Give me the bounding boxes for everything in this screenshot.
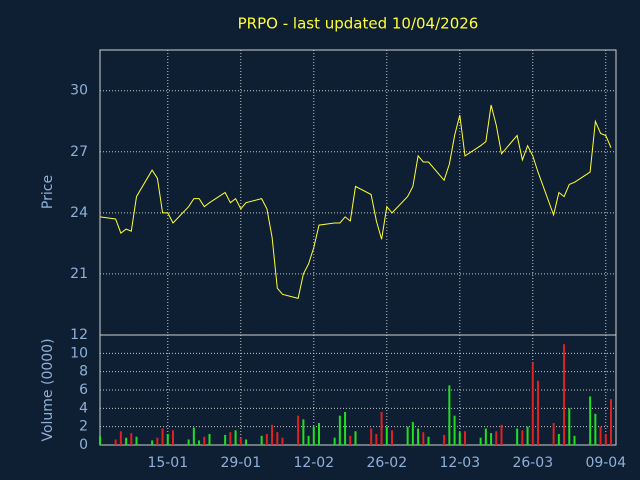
volume-bar [234,430,237,445]
volume-bar [458,432,461,445]
y-tick-label: 21 [70,266,88,282]
y-tick-label: 10 [70,345,88,361]
volume-bar [589,396,592,445]
volume-bar [125,437,128,445]
x-tick-label: 29-01 [220,455,261,471]
volume-bar [114,439,117,445]
volume-bar [208,434,211,445]
volume-bar [563,344,566,445]
volume-bar [443,434,446,445]
x-tick-label: 26-03 [512,455,553,471]
x-tick-label: 12-02 [293,455,334,471]
volume-bar [344,412,347,445]
volume-bar [281,437,284,445]
volume-bar [338,415,341,445]
chart-title: PRPO - last updated 10/04/2026 [238,15,479,33]
volume-bar [484,428,487,445]
volume-bar [422,432,425,445]
volume-bar [599,426,602,445]
volume-bar [391,430,393,445]
y-tick-label: 27 [70,144,88,160]
volume-bar [333,437,336,445]
volume-bar [354,431,357,445]
volume-bar [130,433,133,445]
volume-bar [239,437,242,445]
volume-bar [417,428,420,445]
x-tick-label: 26-02 [366,455,407,471]
price-line [99,104,612,300]
volume-bar [490,433,493,445]
volume-bar [265,434,268,445]
volume-bar [203,436,206,445]
volume-bar [385,426,388,445]
volume-bar [406,426,409,445]
volume-bar [552,423,555,445]
volume-bar [99,435,101,445]
volume-bar [349,435,352,445]
volume-bar [380,412,383,445]
volume-bar [198,440,201,445]
volume-bar [479,437,482,445]
volume-bar [610,399,612,445]
volume-bar [312,426,315,445]
volume-bar [135,436,138,445]
volume-bar [411,422,414,445]
volume-bar [375,434,378,445]
volume-bar [245,439,247,445]
volume-bar [573,435,576,445]
y-tick-label: 12 [70,327,88,343]
volume-bar [172,430,174,445]
x-tick-label: 09-04 [585,455,626,471]
volume-bar [537,380,539,445]
volume-bar [495,431,498,445]
volume-bar [161,428,164,445]
y-tick-label: 4 [79,400,88,416]
volume-bar [307,435,310,445]
volume-bar [526,426,529,445]
x-tick-label: 12-03 [439,455,480,471]
volume-bar [370,428,373,445]
price-axis-label: Price [40,175,56,209]
volume-axis-label: Volume (0000) [40,338,56,441]
volume-bar [448,385,451,445]
volume-bar [166,434,169,445]
volume-bar [187,439,190,445]
volume-bar [500,424,503,445]
x-tick-label: 15-01 [147,455,188,471]
volume-bar [557,434,560,445]
volume-bar [318,423,320,445]
y-tick-label: 2 [79,419,88,435]
volume-bar [192,427,195,445]
y-tick-label: 24 [70,205,88,221]
volume-bar [604,434,607,445]
volume-bar [224,434,227,445]
y-tick-label: 0 [79,437,88,453]
volume-bar [276,432,279,445]
volume-bar [516,428,519,445]
volume-bar [427,436,430,445]
volume-bar [521,430,524,445]
volume-bar [531,362,534,445]
volume-bar [594,413,597,445]
volume-bar [260,435,263,445]
volume-bar [297,415,300,445]
volume-bar [156,437,159,445]
volume-bar [119,431,122,445]
volume-bar [271,424,274,445]
y-tick-label: 30 [70,83,88,99]
y-tick-label: 6 [79,382,88,398]
volume-bar [151,440,154,445]
volume-bar [464,431,466,445]
y-tick-label: 8 [79,364,88,380]
volume-bar [229,432,232,445]
volume-bar [568,408,571,445]
volume-bar [302,419,305,445]
volume-bar [453,415,456,445]
